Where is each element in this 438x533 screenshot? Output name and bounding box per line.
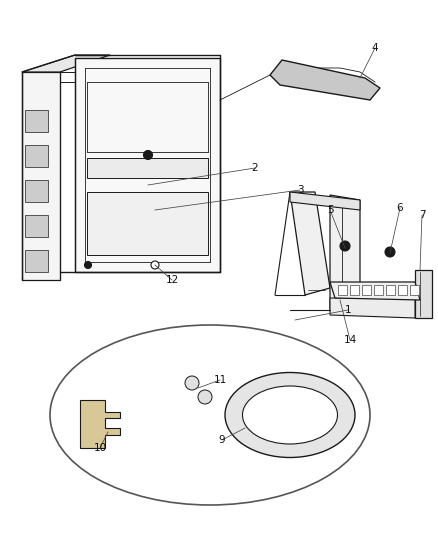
Text: 14: 14 [343,335,357,345]
Text: 1: 1 [345,305,351,315]
Polygon shape [25,215,48,237]
Polygon shape [350,285,359,295]
Polygon shape [22,72,60,280]
Polygon shape [22,55,110,72]
Polygon shape [338,285,347,295]
Polygon shape [87,158,208,178]
Circle shape [85,262,92,269]
Text: 10: 10 [93,443,106,453]
Circle shape [340,241,350,251]
Text: 12: 12 [166,275,179,285]
Polygon shape [290,192,360,210]
Polygon shape [374,285,383,295]
Polygon shape [80,400,120,448]
Ellipse shape [225,373,355,457]
Text: 11: 11 [213,375,226,385]
Polygon shape [330,298,415,318]
Polygon shape [270,60,380,100]
Polygon shape [25,180,48,202]
Polygon shape [75,58,220,272]
Polygon shape [330,282,420,300]
Polygon shape [410,285,419,295]
Polygon shape [398,285,407,295]
Text: 9: 9 [219,435,225,445]
Circle shape [385,247,395,257]
Polygon shape [87,192,208,255]
Polygon shape [330,195,360,310]
Text: 2: 2 [252,163,258,173]
Polygon shape [25,145,48,167]
Polygon shape [415,270,432,318]
Text: 7: 7 [419,210,425,220]
Ellipse shape [243,386,338,444]
Polygon shape [25,110,48,132]
Circle shape [144,150,152,159]
Text: 3: 3 [297,185,303,195]
Circle shape [151,261,159,269]
Polygon shape [25,250,48,272]
Text: 4: 4 [372,43,378,53]
Polygon shape [386,285,395,295]
Polygon shape [290,192,330,295]
Text: 6: 6 [397,203,403,213]
Circle shape [198,390,212,404]
Text: 5: 5 [327,205,333,215]
Polygon shape [362,285,371,295]
Ellipse shape [50,325,370,505]
Circle shape [185,376,199,390]
